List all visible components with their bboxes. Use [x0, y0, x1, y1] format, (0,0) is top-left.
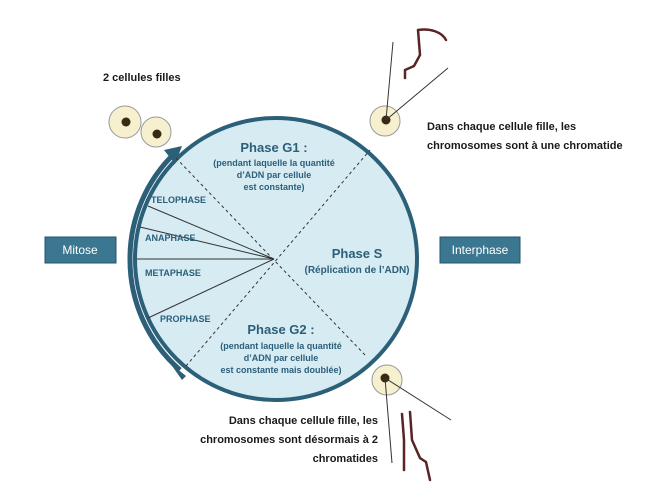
phase-g2-line-1: (pendant laquelle la quantité — [220, 341, 342, 351]
mitosis-line-telophase — [147, 205, 275, 260]
cycle-arrowhead-bottom — [170, 363, 186, 380]
cycle-arrow-top — [127, 150, 178, 261]
mitosis-line-prophase — [147, 258, 275, 319]
note-top-line-2: chromosomes sont à une chromatide — [427, 140, 623, 152]
daughter-cell-1-nucleus — [121, 117, 131, 127]
phase-g2-line-3: est constante mais doublée) — [220, 365, 341, 375]
interphase-box — [439, 236, 521, 264]
cycle-arrowhead-top — [164, 146, 182, 164]
cycle-arrow-bottom — [127, 259, 182, 372]
phase-s-title: Phase S — [332, 246, 383, 261]
note-bottom-line-3: chromatides — [313, 453, 378, 465]
pointer-line-top-1 — [385, 41, 394, 121]
daughter-cells-label: 2 cellules filles — [103, 72, 181, 84]
daughter-cell-2-nucleus — [152, 129, 162, 139]
note-top-line-1: Dans chaque cellule fille, les — [427, 121, 576, 133]
label-prophase: PROPHASE — [160, 314, 211, 324]
chromosome-two-chromatids — [400, 410, 432, 482]
phase-g2-title: Phase G2 : — [247, 322, 314, 337]
label-anaphase: ANAPHASE — [145, 233, 196, 243]
phase-g2-line-2: d’ADN par cellule — [244, 353, 319, 363]
pointer-line-bottom-1 — [384, 377, 452, 421]
divider-dashed-2 — [185, 149, 371, 367]
interphase-label: Interphase — [452, 243, 509, 257]
phase-s-sub: (Réplication de l’ADN) — [304, 265, 409, 276]
pointer-line-top-2 — [385, 67, 449, 121]
divider-dashed-1 — [175, 157, 367, 357]
label-telophase: TELOPHASE — [151, 195, 206, 205]
chromosome-one-chromatid — [403, 28, 448, 80]
pointer-line-bottom-2 — [384, 377, 393, 464]
phase-g1-line-3: est constante) — [243, 182, 304, 192]
label-metaphase: METAPHASE — [145, 268, 201, 278]
mitose-box — [44, 236, 117, 264]
mitose-label: Mitose — [62, 243, 98, 257]
phase-g1-line-1: (pendant laquelle la quantité — [213, 158, 335, 168]
mitosis-line-anaphase — [139, 226, 275, 260]
phase-g1-line-2: d’ADN par cellule — [237, 170, 312, 180]
note-bottom-line-2: chromosomes sont désormais à 2 — [200, 434, 378, 446]
phase-g1-title: Phase G1 : — [240, 140, 307, 155]
note-bottom-line-1: Dans chaque cellule fille, les — [229, 415, 378, 427]
